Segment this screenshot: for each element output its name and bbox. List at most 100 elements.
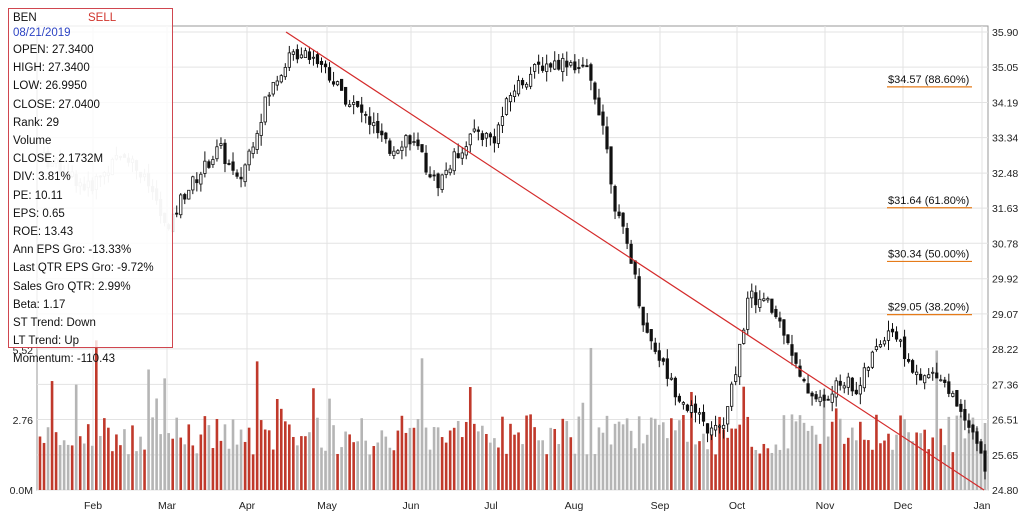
volume-bar: [99, 435, 102, 490]
candle-body: [488, 133, 492, 138]
candle-body: [673, 377, 677, 398]
volume-bar: [460, 437, 464, 490]
candle-body: [412, 141, 416, 143]
candle-body: [360, 104, 364, 113]
candle-body: [947, 381, 951, 394]
candle-body: [890, 328, 895, 333]
volume-bar: [670, 418, 673, 490]
volume-bar: [119, 445, 122, 490]
price-tick-label: 30.78: [992, 238, 1018, 250]
volume-bar: [179, 437, 183, 490]
candle-body: [335, 81, 340, 86]
fib-layer: $34.57 (88.60%) $31.64 (61.80%) $30.34 (50…: [887, 74, 972, 316]
volume-bar: [82, 443, 86, 490]
candle-body: [717, 425, 722, 428]
volume-bar: [529, 414, 532, 490]
volume-bar: [485, 433, 488, 490]
volume-bar: [436, 427, 440, 490]
volume-bar: [103, 418, 106, 490]
volume-bar: [46, 427, 50, 490]
volume-bar: [50, 381, 54, 490]
price-tick-label: 25.65: [992, 450, 1018, 462]
price-tick-label: 29.92: [992, 274, 1018, 286]
candle-body: [697, 412, 702, 415]
candle-body: [573, 61, 577, 71]
candle-body: [456, 153, 460, 159]
candle-body: [520, 79, 525, 86]
volume-bar: [887, 433, 890, 490]
volume-bar: [424, 427, 428, 490]
candle-body: [975, 431, 979, 444]
volume-bar: [336, 453, 339, 490]
candle-body: [902, 336, 907, 360]
volume-bar: [412, 427, 416, 490]
info-line-pe: PE: 10.11: [13, 189, 63, 202]
candle-body: [420, 144, 424, 153]
volume-bar: [718, 416, 721, 490]
volume-bar: [774, 444, 778, 490]
volume-bar: [963, 438, 967, 490]
candle-body: [227, 163, 231, 165]
signal-badge: SELL: [88, 12, 117, 24]
volume-bar: [292, 436, 295, 490]
volume-bar: [452, 427, 456, 490]
candle-body: [557, 59, 561, 70]
volume-bar: [883, 440, 886, 490]
volume-bar: [561, 418, 565, 490]
volume-bar: [557, 444, 561, 490]
price-tick-label: 28.22: [992, 344, 1018, 356]
volume-bar: [722, 429, 725, 490]
month-tick-label: Mar: [158, 500, 177, 512]
candle-body: [183, 194, 187, 200]
candle-body: [637, 276, 641, 307]
info-line-sales-gro-qtr: Sales Gro QTR: 2.99%: [13, 280, 131, 293]
volume-bar: [123, 429, 126, 490]
trendline: [285, 31, 985, 491]
volume-bar: [649, 417, 653, 490]
info-line-volume-label: Volume: [13, 135, 52, 148]
candle-body: [408, 135, 412, 145]
volume-bar: [786, 448, 790, 490]
volume-bar: [935, 350, 939, 490]
candle-body: [726, 406, 730, 425]
candle-body: [508, 95, 513, 103]
candle-body: [846, 376, 850, 388]
volume-bar: [167, 433, 170, 490]
info-line-open: OPEN: 27.3400: [13, 44, 94, 56]
volume-bar: [348, 434, 351, 490]
candle-body: [939, 379, 943, 382]
volume-bar: [895, 434, 898, 490]
volume-tick-label: 2.76: [13, 415, 34, 427]
candle-body: [247, 150, 251, 166]
candle-body: [545, 63, 549, 72]
volume-bar: [549, 427, 553, 490]
info-line-div: DIV: 3.81%: [13, 171, 71, 184]
volume-bar: [344, 431, 347, 490]
volume-bar: [790, 414, 794, 490]
volume-bar: [195, 453, 199, 490]
volume-bar: [376, 442, 380, 490]
candle-body: [553, 60, 557, 70]
candle-body: [537, 61, 541, 65]
candle-body: [629, 243, 633, 264]
fib-level-label: $29.05 (38.20%): [888, 302, 969, 314]
volume-bar: [690, 391, 693, 490]
volume-bar: [867, 440, 870, 490]
info-header: BEN SELL: [13, 11, 168, 25]
volume-bar: [758, 453, 762, 490]
candle-body: [923, 375, 927, 384]
candle-body: [492, 136, 497, 144]
volume-bar: [279, 408, 283, 490]
volume-bar: [734, 428, 737, 490]
candle-body: [436, 173, 440, 189]
candle-body: [528, 73, 533, 87]
info-line-low: LOW: 26.9950: [13, 80, 87, 93]
volume-bar: [573, 453, 577, 490]
volume-bar: [444, 442, 448, 490]
volume-bar: [420, 358, 424, 490]
volume-bar: [967, 430, 971, 490]
candle-body: [388, 140, 392, 154]
candle-body: [352, 101, 356, 105]
volume-bar: [830, 421, 834, 490]
volume-bar: [770, 452, 774, 490]
